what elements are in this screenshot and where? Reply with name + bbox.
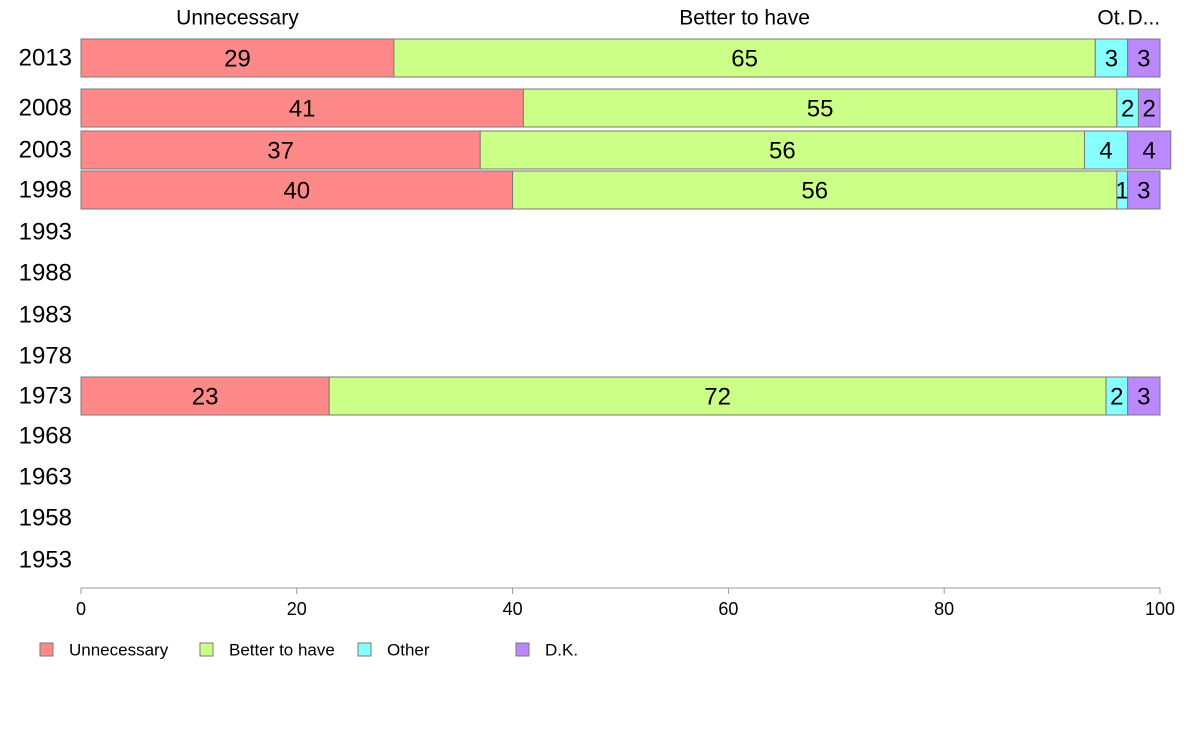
- data-label: 65: [731, 46, 758, 73]
- legend-swatch: [39, 642, 54, 657]
- legend-swatch: [199, 642, 214, 657]
- bar-segment: [80, 38, 395, 78]
- data-label: 55: [807, 96, 834, 123]
- bar-segment: [1127, 38, 1161, 78]
- column-header: Better to have: [679, 7, 810, 30]
- bar-segment: [1127, 376, 1161, 416]
- legend-label: Other: [387, 641, 430, 660]
- y-tick-label: 1963: [19, 464, 72, 491]
- data-label: 3: [1137, 384, 1150, 411]
- bar-segment: [512, 170, 1118, 210]
- bar-segment: [393, 38, 1096, 78]
- column-header: Unnecessary: [176, 7, 299, 30]
- bar-segment: [80, 170, 514, 210]
- data-label: 40: [283, 178, 310, 205]
- y-tick-label: 1993: [19, 219, 72, 246]
- bars: 29 65 3 341 55 2 237 56 4 440 56 1 323 72 2 3: [80, 38, 1172, 416]
- data-label: 2: [1121, 96, 1134, 123]
- data-label: 3: [1137, 178, 1150, 205]
- legend-swatch: [515, 642, 530, 657]
- bar-segment: [522, 88, 1118, 128]
- y-tick-label: 1973: [19, 383, 72, 410]
- x-tick-label: 100: [1145, 599, 1175, 619]
- legend-label: Better to have: [229, 641, 335, 660]
- y-tick-label: 1988: [19, 260, 72, 287]
- data-label: 37: [267, 138, 294, 165]
- y-tick-label: 2013: [19, 45, 72, 72]
- legend-swatch: [357, 642, 372, 657]
- column-header: Ot.: [1097, 7, 1125, 30]
- x-tick-label: 20: [287, 599, 307, 619]
- bar-segment: [80, 88, 524, 128]
- bar-segment: [1127, 130, 1172, 170]
- data-label: 1: [1116, 178, 1129, 205]
- data-label: 56: [801, 178, 828, 205]
- y-tick-label: 1958: [19, 505, 72, 532]
- data-label: 2: [1143, 96, 1156, 123]
- y-tick-label: 1953: [19, 547, 72, 574]
- x-tick-label: 80: [934, 599, 954, 619]
- legend-label: D.K.: [545, 641, 578, 660]
- x-tick-label: 60: [718, 599, 738, 619]
- legend: Unnecessary Better to have Other D.K.: [39, 641, 578, 660]
- x-axis: 0 20 40 60 80 100: [76, 587, 1175, 619]
- bar-segment: [1127, 170, 1161, 210]
- data-label: 3: [1137, 46, 1150, 73]
- bar-segment: [1137, 88, 1161, 128]
- bar-segment: [80, 130, 481, 170]
- data-label: 3: [1105, 46, 1118, 73]
- column-headers: Unnecessary Better to have Ot. D...: [176, 7, 1160, 30]
- y-tick-label: 1983: [19, 302, 72, 329]
- bar-segment: [1094, 38, 1129, 78]
- data-label: 4: [1143, 138, 1156, 165]
- x-tick-label: 40: [503, 599, 523, 619]
- column-header: D...: [1127, 7, 1160, 30]
- bar-segment: [479, 130, 1085, 170]
- data-label: 2: [1110, 384, 1123, 411]
- data-label: 72: [704, 384, 731, 411]
- y-axis: 2013 2008 2003 1998 1993 1988 1983 1978 1973 1968…: [19, 45, 72, 574]
- data-label: 23: [192, 384, 219, 411]
- y-tick-label: 1978: [19, 343, 72, 370]
- y-tick-label: 2003: [19, 137, 72, 164]
- y-tick-label: 1968: [19, 423, 72, 450]
- y-tick-label: 2008: [19, 95, 72, 122]
- bar-segment: [80, 376, 330, 416]
- bar-segment: [1083, 130, 1129, 170]
- data-label: 41: [289, 96, 316, 123]
- y-tick-label: 1998: [19, 177, 72, 204]
- data-label: 4: [1099, 138, 1112, 165]
- data-label: 29: [224, 46, 251, 73]
- legend-label: Unnecessary: [69, 641, 169, 660]
- x-tick-label: 0: [76, 599, 86, 619]
- data-label: 56: [769, 138, 796, 165]
- bar-segment: [328, 376, 1107, 416]
